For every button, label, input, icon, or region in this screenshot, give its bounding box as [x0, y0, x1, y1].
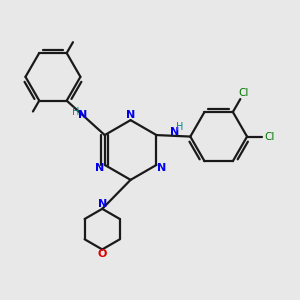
Text: Cl: Cl — [239, 88, 249, 98]
Text: N: N — [170, 127, 179, 137]
Text: N: N — [98, 199, 107, 209]
Text: N: N — [78, 110, 87, 121]
Text: Cl: Cl — [264, 132, 274, 142]
Text: N: N — [157, 163, 167, 173]
Text: N: N — [126, 110, 135, 120]
Text: H: H — [73, 107, 80, 117]
Text: N: N — [95, 163, 104, 173]
Text: O: O — [98, 249, 107, 259]
Text: H: H — [176, 122, 183, 132]
